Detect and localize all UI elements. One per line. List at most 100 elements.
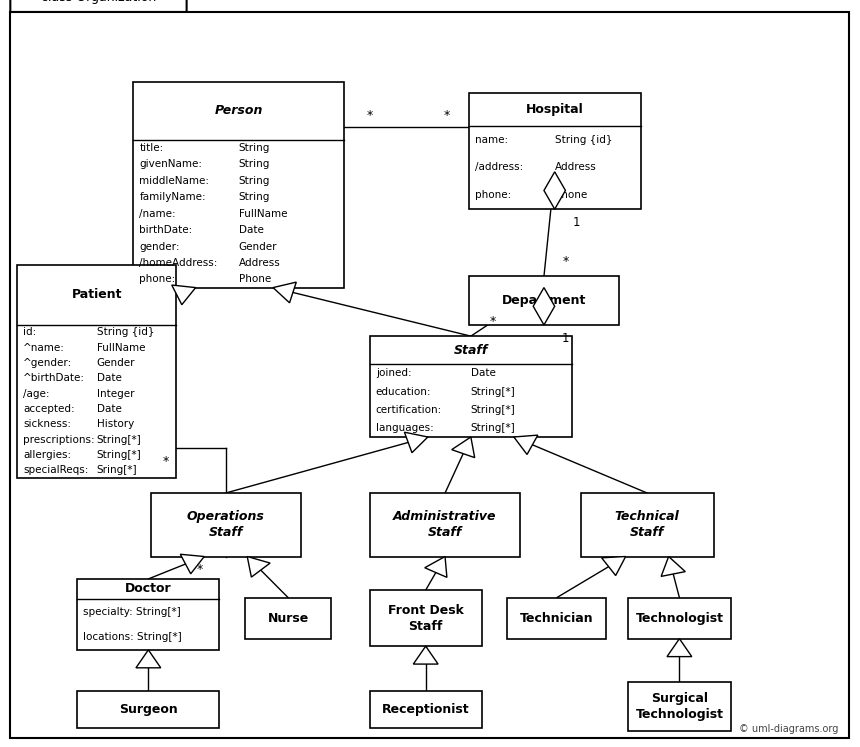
Text: Sring[*]: Sring[*] [96, 465, 138, 475]
Text: id:: id: [23, 327, 36, 338]
Text: FullName: FullName [96, 343, 145, 353]
Bar [370, 336, 572, 437]
Text: String[*]: String[*] [471, 405, 516, 415]
Polygon shape [544, 172, 565, 209]
Text: Address: Address [555, 163, 597, 173]
Text: accepted:: accepted: [23, 404, 75, 414]
Text: /address:: /address: [475, 163, 523, 173]
Text: education:: education: [376, 387, 432, 397]
Text: String[*]: String[*] [96, 435, 142, 444]
Text: allergies:: allergies: [23, 450, 71, 460]
Text: ^gender:: ^gender: [23, 358, 72, 368]
Text: givenName:: givenName: [139, 159, 202, 170]
Bar [370, 590, 482, 646]
Text: class Organization: class Organization [40, 0, 157, 4]
Text: Date: Date [238, 225, 263, 235]
Text: Doctor: Doctor [125, 583, 172, 595]
Text: 1: 1 [562, 332, 569, 345]
Text: Staff: Staff [454, 344, 488, 357]
Text: String[*]: String[*] [471, 423, 516, 433]
Polygon shape [661, 557, 685, 577]
Text: Phone: Phone [238, 274, 271, 285]
Text: Patient: Patient [71, 288, 122, 302]
Bar [245, 598, 331, 639]
Bar [507, 598, 606, 639]
Text: String[*]: String[*] [471, 387, 516, 397]
Bar [469, 93, 641, 209]
Text: gender:: gender: [139, 241, 180, 252]
Polygon shape [10, 0, 187, 12]
Text: phone:: phone: [475, 190, 511, 200]
Text: Technical
Staff: Technical Staff [615, 510, 679, 539]
Text: /homeAddress:: /homeAddress: [139, 258, 218, 268]
Text: Technician: Technician [520, 612, 593, 624]
Text: familyName:: familyName: [139, 192, 206, 202]
Bar [370, 493, 520, 557]
Text: name:: name: [475, 134, 508, 145]
Text: ^name:: ^name: [23, 343, 65, 353]
Bar [469, 276, 619, 325]
Bar [77, 579, 219, 650]
Polygon shape [667, 639, 691, 657]
Polygon shape [404, 433, 428, 453]
Polygon shape [248, 557, 270, 577]
Text: Nurse: Nurse [267, 612, 309, 624]
Text: History: History [96, 419, 134, 430]
Text: Surgical
Technologist: Surgical Technologist [636, 692, 723, 721]
Polygon shape [602, 557, 625, 575]
Bar [133, 82, 344, 288]
Text: locations: String[*]: locations: String[*] [83, 632, 182, 642]
Text: String: String [238, 159, 270, 170]
Bar [17, 265, 176, 478]
Text: specialty: String[*]: specialty: String[*] [83, 607, 181, 616]
Bar [580, 493, 714, 557]
Polygon shape [181, 554, 204, 574]
Text: joined:: joined: [376, 368, 411, 379]
Text: © uml-diagrams.org: © uml-diagrams.org [739, 724, 838, 734]
Text: FullName: FullName [238, 208, 287, 219]
Text: /name:: /name: [139, 208, 176, 219]
Text: String: String [238, 143, 270, 153]
Text: Date: Date [471, 368, 495, 379]
Text: *: * [489, 314, 495, 328]
Bar [77, 691, 219, 728]
Text: ^birthDate:: ^birthDate: [23, 374, 85, 383]
Text: Technologist: Technologist [636, 612, 723, 624]
Polygon shape [452, 437, 475, 458]
Text: Phone: Phone [555, 190, 587, 200]
Bar [628, 682, 731, 731]
Text: *: * [562, 255, 568, 268]
Polygon shape [172, 285, 195, 305]
Bar [370, 691, 482, 728]
Text: Surgeon: Surgeon [119, 703, 178, 716]
Text: String {id}: String {id} [555, 134, 612, 145]
Text: Administrative
Staff: Administrative Staff [393, 510, 497, 539]
Text: certification:: certification: [376, 405, 442, 415]
Text: String: String [238, 192, 270, 202]
Text: String[*]: String[*] [96, 450, 142, 460]
Text: Operations
Staff: Operations Staff [187, 510, 265, 539]
Bar [628, 598, 731, 639]
Text: languages:: languages: [376, 423, 433, 433]
Polygon shape [514, 435, 538, 454]
Text: *: * [444, 109, 451, 123]
Text: Date: Date [96, 374, 121, 383]
Text: Gender: Gender [96, 358, 135, 368]
Text: 1: 1 [573, 216, 580, 229]
Text: Hospital: Hospital [525, 103, 584, 116]
Text: String {id}: String {id} [96, 327, 154, 338]
Polygon shape [425, 557, 447, 577]
Polygon shape [414, 646, 438, 664]
Text: birthDate:: birthDate: [139, 225, 193, 235]
Text: specialReqs:: specialReqs: [23, 465, 89, 475]
Text: String: String [238, 176, 270, 186]
Text: title:: title: [139, 143, 163, 153]
Text: Gender: Gender [238, 241, 277, 252]
Text: Receptionist: Receptionist [382, 703, 470, 716]
Polygon shape [273, 282, 297, 303]
Text: Department: Department [501, 294, 587, 307]
Text: /age:: /age: [23, 388, 50, 399]
Polygon shape [136, 650, 161, 668]
Text: Date: Date [96, 404, 121, 414]
Polygon shape [533, 288, 555, 325]
